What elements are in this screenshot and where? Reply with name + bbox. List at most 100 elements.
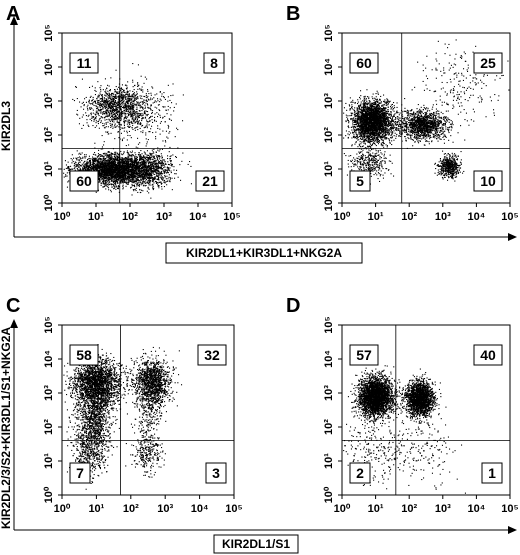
scatter-point — [124, 112, 126, 114]
scatter-point — [92, 101, 94, 103]
scatter-point — [89, 108, 91, 110]
scatter-point — [71, 159, 73, 161]
scatter-point — [125, 116, 127, 118]
scatter-point — [175, 156, 177, 158]
scatter-point — [112, 162, 114, 164]
scatter-point — [120, 120, 122, 122]
scatter-point — [109, 174, 111, 176]
scatter-point — [95, 161, 97, 163]
scatter-point — [111, 172, 113, 174]
scatter-point — [157, 163, 159, 165]
scatter-point — [87, 162, 89, 164]
scatter-point — [108, 158, 110, 160]
scatter-point — [150, 105, 152, 107]
scatter-point — [85, 115, 87, 117]
scatter-point — [138, 167, 140, 169]
scatter-point — [116, 169, 118, 171]
scatter-point — [130, 174, 132, 176]
scatter-point — [117, 161, 119, 163]
scatter-point — [109, 104, 111, 106]
scatter-point — [160, 171, 162, 173]
scatter-point — [156, 112, 158, 114]
scatter-point — [107, 175, 109, 177]
scatter-point — [146, 161, 148, 163]
scatter-point — [131, 99, 133, 101]
scatter-point — [68, 169, 70, 171]
scatter-point — [118, 165, 120, 167]
scatter-point — [119, 87, 121, 89]
scatter-point — [116, 164, 118, 166]
scatter-point — [79, 169, 81, 171]
scatter-point — [116, 169, 118, 171]
scatter-point — [104, 113, 106, 115]
scatter-point — [103, 172, 105, 174]
scatter-point — [121, 93, 123, 95]
scatter-point — [147, 165, 149, 167]
scatter-point — [162, 163, 164, 165]
scatter-point — [148, 175, 150, 177]
scatter-point — [109, 161, 111, 163]
scatter-point — [190, 183, 192, 185]
scatter-point — [129, 100, 131, 102]
scatter-point — [121, 157, 123, 159]
scatter-point — [75, 157, 77, 159]
scatter-point — [126, 182, 128, 184]
scatter-point — [115, 170, 117, 172]
scatter-point — [116, 111, 118, 113]
scatter-point — [113, 105, 115, 107]
scatter-point — [105, 123, 107, 125]
scatter-point — [106, 116, 108, 118]
scatter-point — [107, 182, 109, 184]
scatter-point — [158, 104, 160, 106]
scatter-point — [152, 173, 154, 175]
scatter-point — [152, 132, 154, 134]
scatter-point — [141, 170, 143, 172]
scatter-point — [112, 165, 114, 167]
scatter-point — [114, 176, 116, 178]
scatter-point — [122, 88, 124, 90]
scatter-point — [106, 177, 108, 179]
scatter-point — [150, 171, 152, 173]
scatter-point — [111, 121, 113, 123]
scatter-point — [151, 173, 153, 175]
scatter-point — [118, 100, 120, 102]
scatter-point — [140, 191, 142, 193]
scatter-point — [69, 168, 71, 170]
scatter-point — [130, 108, 132, 110]
scatter-point — [127, 163, 129, 165]
scatter-point — [94, 161, 96, 163]
scatter-point — [115, 69, 117, 71]
scatter-point — [145, 93, 147, 95]
scatter-point — [118, 104, 120, 106]
scatter-point — [135, 163, 137, 165]
scatter-point — [135, 175, 137, 177]
scatter-point — [102, 168, 104, 170]
scatter-point — [113, 93, 115, 95]
scatter-point — [126, 165, 128, 167]
scatter-point — [109, 166, 111, 168]
scatter-point — [87, 158, 89, 160]
scatter-point — [123, 180, 125, 182]
scatter-point — [133, 155, 135, 157]
scatter-point — [88, 101, 90, 103]
scatter-point — [144, 112, 146, 114]
scatter-point — [134, 94, 136, 96]
scatter-point — [104, 179, 106, 181]
scatter-point — [142, 102, 144, 104]
scatter-point — [111, 115, 113, 117]
scatter-point — [139, 165, 141, 167]
scatter-point — [115, 107, 117, 109]
scatter-point — [105, 112, 107, 114]
scatter-point — [119, 177, 121, 179]
scatter-point — [154, 100, 156, 102]
scatter-point — [136, 185, 138, 187]
scatter-point — [107, 159, 109, 161]
scatter-point — [151, 154, 153, 156]
scatter-point — [137, 172, 139, 174]
scatter-point — [95, 164, 97, 166]
scatter-point — [113, 169, 115, 171]
scatter-point — [138, 84, 140, 86]
scatter-point — [116, 103, 118, 105]
scatter-point — [103, 160, 105, 162]
